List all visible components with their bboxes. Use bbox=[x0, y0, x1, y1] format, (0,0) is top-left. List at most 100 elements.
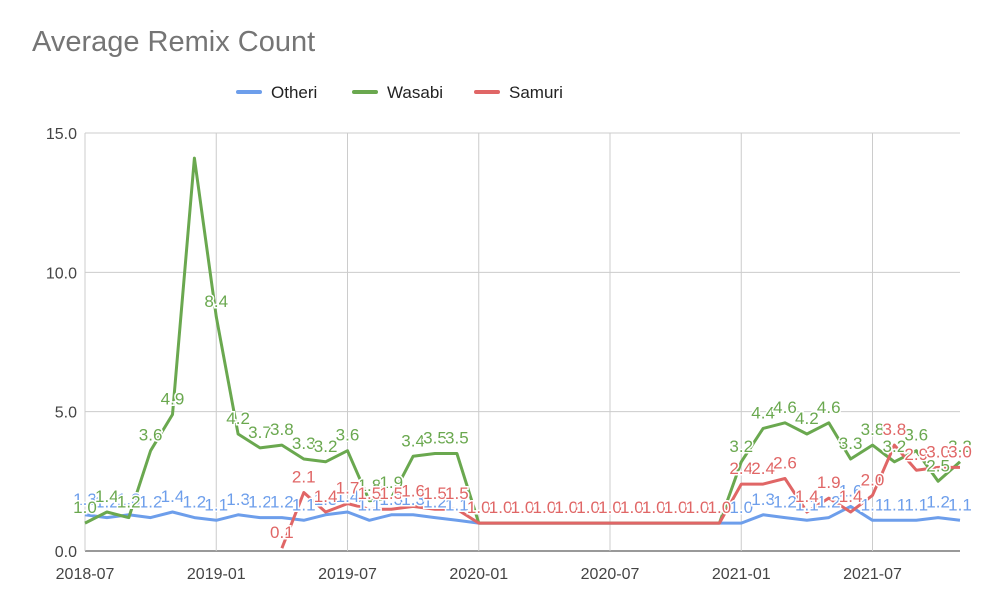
x-tick-label: 2021-07 bbox=[843, 566, 902, 583]
data-label-samuri: 1.4 bbox=[839, 487, 863, 506]
data-label-samuri: 1.5 bbox=[423, 484, 447, 503]
data-label-samuri: 1.5 bbox=[379, 484, 403, 503]
data-label-otheri: 1.0 bbox=[533, 498, 557, 517]
data-label-otheri: 1.2 bbox=[817, 493, 841, 512]
x-tick-label: 2020-01 bbox=[449, 566, 508, 583]
legend-item-samuri: Samuri bbox=[474, 83, 563, 102]
data-label-wasabi: 4.4 bbox=[751, 403, 775, 422]
data-label-samuri: 1.0 bbox=[511, 498, 535, 517]
data-label-otheri: 1.3 bbox=[73, 490, 97, 509]
data-label-samuri: 2.9 bbox=[904, 445, 928, 464]
data-label-otheri: 1.0 bbox=[576, 498, 600, 517]
data-label-wasabi: 4.9 bbox=[161, 389, 185, 408]
data-label-otheri: 1.1 bbox=[883, 495, 907, 514]
data-label-wasabi: 3.2 bbox=[314, 437, 338, 456]
data-label-otheri: 1.2 bbox=[270, 493, 294, 512]
y-tick-label: 0.0 bbox=[55, 544, 77, 561]
data-label-samuri: 1.0 bbox=[533, 498, 557, 517]
x-tick-label: 2021-01 bbox=[712, 566, 771, 583]
legend-label: Samuri bbox=[509, 83, 563, 102]
data-label-wasabi: 8.4 bbox=[204, 292, 228, 311]
data-label-samuri: 1.0 bbox=[489, 498, 513, 517]
data-label-wasabi: 3.2 bbox=[883, 437, 907, 456]
data-label-otheri: 1.2 bbox=[139, 493, 163, 512]
data-label-samuri: 1.5 bbox=[358, 484, 382, 503]
data-label-otheri: 1.3 bbox=[314, 490, 338, 509]
data-label-layer: 1.31.21.31.21.41.21.11.31.21.21.11.31.41… bbox=[72, 290, 974, 543]
data-label-samuri: 3.8 bbox=[883, 420, 907, 439]
data-label-wasabi: 3.6 bbox=[904, 426, 928, 445]
data-label-otheri: 1.2 bbox=[423, 493, 447, 512]
data-label-wasabi: 4.2 bbox=[226, 409, 250, 428]
x-tick-label: 2020-07 bbox=[581, 566, 640, 583]
data-label-wasabi: 3.6 bbox=[139, 426, 163, 445]
data-label-samuri: 2.4 bbox=[729, 459, 753, 478]
data-label-otheri: 1.2 bbox=[926, 493, 950, 512]
y-tick-label: 10.0 bbox=[46, 265, 77, 282]
data-label-samuri: 2.6 bbox=[773, 454, 797, 473]
data-label-otheri: 1.1 bbox=[948, 495, 972, 514]
data-label-samuri: 1.7 bbox=[336, 479, 360, 498]
data-label-otheri: 1.0 bbox=[511, 498, 535, 517]
data-label-wasabi: 2.5 bbox=[926, 456, 950, 475]
data-label-samuri: 1.4 bbox=[795, 487, 819, 506]
data-label-samuri: 2.4 bbox=[751, 459, 775, 478]
data-label-wasabi: 3.3 bbox=[839, 434, 863, 453]
data-label-samuri: 1.5 bbox=[445, 484, 469, 503]
x-tick-label: 2018-07 bbox=[56, 566, 115, 583]
data-label-otheri: 1.0 bbox=[729, 498, 753, 517]
x-tick-label: 2019-07 bbox=[318, 566, 377, 583]
data-label-otheri: 1.4 bbox=[336, 487, 360, 506]
data-label-otheri: 1.1 bbox=[861, 495, 885, 514]
data-label-otheri: 1.2 bbox=[183, 493, 207, 512]
data-label-wasabi: 3.8 bbox=[270, 420, 294, 439]
data-label-samuri: 1.0 bbox=[686, 498, 710, 517]
data-label-otheri: 1.0 bbox=[664, 498, 688, 517]
data-label-otheri: 1.3 bbox=[379, 490, 403, 509]
data-label-samuri: 1.0 bbox=[554, 498, 578, 517]
y-tick-label: 15.0 bbox=[46, 126, 77, 143]
data-label-wasabi: 1.2 bbox=[117, 493, 141, 512]
chart-title: Average Remix Count bbox=[32, 26, 316, 58]
data-label-samuri: 3.0 bbox=[926, 442, 950, 461]
data-label-otheri: 1.1 bbox=[445, 495, 469, 514]
data-label-samuri: 1.6 bbox=[401, 481, 425, 500]
data-label-samuri: 1.0 bbox=[576, 498, 600, 517]
data-label-otheri: 1.1 bbox=[904, 495, 928, 514]
data-label-samuri: 2.1 bbox=[292, 467, 316, 486]
data-label-otheri: 1.0 bbox=[554, 498, 578, 517]
data-label-wasabi: 4.6 bbox=[817, 398, 841, 417]
legend-item-otheri: Otheri bbox=[236, 83, 317, 102]
data-label-samuri: 1.0 bbox=[620, 498, 644, 517]
data-label-wasabi: 3.4 bbox=[401, 431, 425, 450]
data-label-otheri: 1.1 bbox=[292, 495, 316, 514]
series-line-samuri bbox=[280, 443, 960, 549]
data-label-samuri: 1.0 bbox=[708, 498, 732, 517]
data-label-otheri: 1.3 bbox=[226, 490, 250, 509]
grid-layer bbox=[84, 132, 960, 552]
data-label-wasabi: 3.8 bbox=[861, 420, 885, 439]
data-label-otheri: 1.0 bbox=[489, 498, 513, 517]
data-label-wasabi: 3.2 bbox=[948, 437, 972, 456]
data-label-wasabi: 3.7 bbox=[248, 423, 272, 442]
data-label-otheri: 1.3 bbox=[401, 490, 425, 509]
data-label-otheri: 1.2 bbox=[773, 493, 797, 512]
data-label-samuri: 0.1 bbox=[270, 523, 294, 542]
data-label-otheri: 1.0 bbox=[708, 498, 732, 517]
x-tick-label: 2019-01 bbox=[187, 566, 246, 583]
data-label-wasabi: 3.2 bbox=[729, 437, 753, 456]
data-label-wasabi: 3.6 bbox=[336, 426, 360, 445]
data-label-wasabi: 1.4 bbox=[95, 487, 119, 506]
data-label-samuri: 3.0 bbox=[948, 442, 972, 461]
legend-label: Wasabi bbox=[387, 83, 443, 102]
axis-layer: 0.0 5.0 10.0 15.0 2018-07 2019-01 2019-07 2020-… bbox=[46, 126, 902, 583]
data-label-wasabi: 1.9 bbox=[379, 473, 403, 492]
data-label-otheri: 1.6 bbox=[839, 481, 863, 500]
data-label-otheri: 1.1 bbox=[358, 495, 382, 514]
data-label-wasabi: 1.0 bbox=[73, 498, 97, 517]
data-label-samuri: 1.9 bbox=[817, 473, 841, 492]
data-label-otheri: 1.2 bbox=[95, 493, 119, 512]
legend-item-wasabi: Wasabi bbox=[352, 83, 443, 102]
y-tick-label: 5.0 bbox=[55, 405, 77, 422]
